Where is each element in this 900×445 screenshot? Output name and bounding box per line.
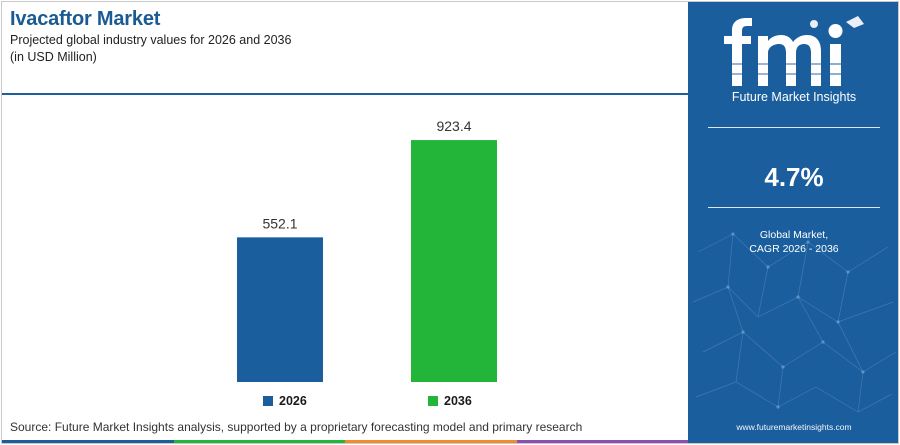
cagr-label-period: CAGR 2026 - 2036 <box>749 243 839 255</box>
panel-divider-top <box>708 127 880 128</box>
strip-segment-green <box>173 440 345 443</box>
bar-chart: 552.1 923.4 <box>237 118 497 382</box>
chart-subtitle: Projected global industry values for 202… <box>10 33 292 47</box>
legend-item-2036: 2036 <box>428 393 472 409</box>
fmi-logo <box>724 16 864 86</box>
panel-divider-bottom <box>708 207 880 208</box>
source-note: Source: Future Market Insights analysis,… <box>10 420 583 434</box>
value-label-2036: 923.4 <box>436 118 471 134</box>
legend-label-2026: 2026 <box>279 394 307 408</box>
unit-note: (in USD Million) <box>10 50 97 64</box>
strip-segment-blue <box>2 440 174 443</box>
cagr-label-market: Global Market, <box>759 229 829 241</box>
bar-2026 <box>237 237 323 382</box>
legend-item-2026: 2026 <box>263 393 307 409</box>
brand-name: Future Market Insights <box>731 90 857 104</box>
header-divider <box>2 93 688 95</box>
chart-title: Ivacaftor Market <box>10 8 161 30</box>
side-panel: Future Market Insights 4.7% Global Marke… <box>688 2 898 443</box>
strip-segment-orange <box>345 440 517 443</box>
strip-segment-purple <box>516 440 688 443</box>
network-pattern <box>692 232 897 413</box>
legend-label-2036: 2036 <box>444 394 472 408</box>
bar-2036 <box>411 140 497 382</box>
color-strip <box>2 440 688 443</box>
value-label-2026: 552.1 <box>262 215 297 231</box>
legend-swatch-2036 <box>428 396 438 406</box>
legend-swatch-2026 <box>263 396 273 406</box>
cagr-value: 4.7% <box>764 162 824 192</box>
website-url: www.futuremarketinsights.com <box>736 422 852 432</box>
